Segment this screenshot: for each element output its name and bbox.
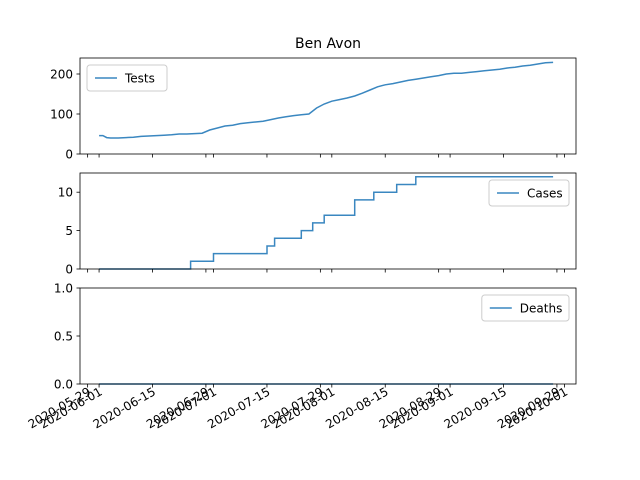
legend-frame — [86, 64, 168, 92]
y-tick-label: 0 — [65, 148, 73, 162]
legend-label: Cases — [527, 187, 563, 201]
y-tick-label: 0.0 — [54, 378, 73, 392]
legend-frame — [488, 179, 570, 207]
panel-bottom: 0.0 0.5 1.0 Deaths — [54, 282, 577, 392]
chart-title: Ben Avon — [295, 36, 361, 52]
y-tick-label: 10 — [58, 186, 73, 200]
y-tick-label: 5 — [65, 224, 73, 238]
axes-frame — [79, 172, 577, 270]
y-tick-label: 1.0 — [54, 282, 73, 296]
series-line-tests — [99, 61, 554, 139]
legend-frame — [481, 294, 570, 322]
legend-label: Deaths — [520, 302, 563, 316]
panels: 0 100 200 Tests 0 5 10 Cases 0.0 0.5 1.0 Deaths 2020… — [26, 57, 577, 431]
panel-top: 0 100 200 Tests — [50, 57, 577, 162]
legend-deaths: Deaths — [481, 294, 570, 322]
series-line-cases — [99, 176, 554, 270]
axes-frame — [79, 57, 577, 155]
x-tick-labels: 2020-05-292020-06-012020-06-152020-06-29… — [26, 384, 570, 431]
y-tick-label: 200 — [50, 68, 73, 82]
y-tick-label: 100 — [50, 108, 73, 122]
panel-middle: 0 5 10 Cases — [58, 172, 577, 277]
legend-cases: Cases — [488, 179, 570, 207]
legend-tests: Tests — [86, 64, 168, 92]
y-tick-label: 0.5 — [54, 330, 73, 344]
legend-label: Tests — [124, 72, 155, 86]
y-tick-label: 0 — [65, 263, 73, 277]
